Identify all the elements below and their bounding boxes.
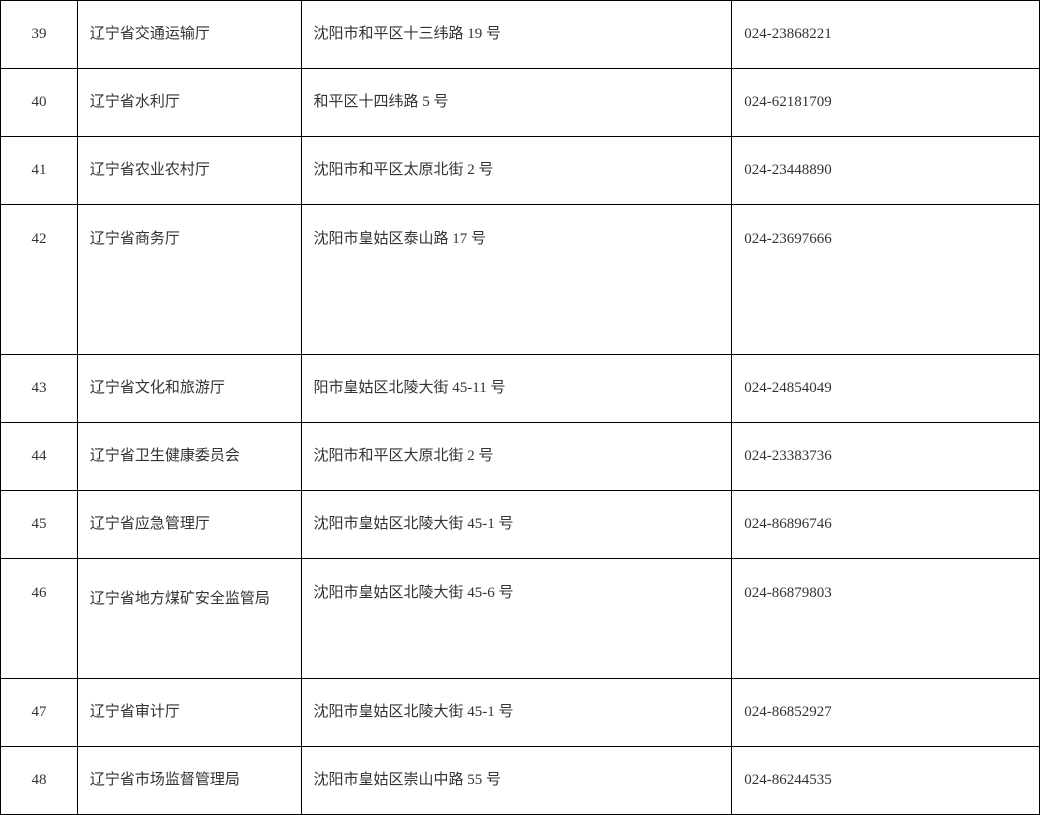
table-row: 46辽宁省地方煤矿安全监管局沈阳市皇姑区北陵大街 45-6 号024-86879… — [1, 559, 1040, 679]
table-row: 39辽宁省交通运输厅沈阳市和平区十三纬路 19 号024-23868221 — [1, 1, 1040, 69]
department-name: 辽宁省文化和旅游厅 — [77, 355, 301, 423]
department-name: 辽宁省农业农村厅 — [77, 137, 301, 205]
table-row: 40辽宁省水利厅和平区十四纬路 5 号024-62181709 — [1, 69, 1040, 137]
phone-number: 024-62181709 — [732, 69, 1040, 137]
address: 沈阳市皇姑区北陵大街 45-1 号 — [301, 679, 732, 747]
address: 沈阳市皇姑区北陵大街 45-1 号 — [301, 491, 732, 559]
address: 沈阳市和平区大原北街 2 号 — [301, 423, 732, 491]
table-row: 48辽宁省市场监督管理局沈阳市皇姑区崇山中路 55 号024-86244535 — [1, 747, 1040, 815]
row-number: 45 — [1, 491, 78, 559]
table-row: 44辽宁省卫生健康委员会沈阳市和平区大原北街 2 号024-23383736 — [1, 423, 1040, 491]
department-name: 辽宁省商务厅 — [77, 205, 301, 355]
department-name: 辽宁省审计厅 — [77, 679, 301, 747]
department-name: 辽宁省市场监督管理局 — [77, 747, 301, 815]
row-number: 47 — [1, 679, 78, 747]
address: 沈阳市皇姑区北陵大街 45-6 号 — [301, 559, 732, 679]
table-body: 39辽宁省交通运输厅沈阳市和平区十三纬路 19 号024-2386822140辽… — [1, 1, 1040, 815]
phone-number: 024-86244535 — [732, 747, 1040, 815]
table-row: 45辽宁省应急管理厅沈阳市皇姑区北陵大街 45-1 号024-86896746 — [1, 491, 1040, 559]
address: 和平区十四纬路 5 号 — [301, 69, 732, 137]
row-number: 46 — [1, 559, 78, 679]
row-number: 48 — [1, 747, 78, 815]
table-row: 42辽宁省商务厅沈阳市皇姑区泰山路 17 号024-23697666 — [1, 205, 1040, 355]
table-row: 47辽宁省审计厅沈阳市皇姑区北陵大街 45-1 号024-86852927 — [1, 679, 1040, 747]
department-table-container: 39辽宁省交通运输厅沈阳市和平区十三纬路 19 号024-2386822140辽… — [0, 0, 1040, 815]
department-table: 39辽宁省交通运输厅沈阳市和平区十三纬路 19 号024-2386822140辽… — [0, 0, 1040, 815]
department-name: 辽宁省交通运输厅 — [77, 1, 301, 69]
phone-number: 024-86879803 — [732, 559, 1040, 679]
phone-number: 024-23697666 — [732, 205, 1040, 355]
department-name: 辽宁省卫生健康委员会 — [77, 423, 301, 491]
row-number: 43 — [1, 355, 78, 423]
phone-number: 024-23868221 — [732, 1, 1040, 69]
phone-number: 024-24854049 — [732, 355, 1040, 423]
table-row: 43辽宁省文化和旅游厅阳市皇姑区北陵大街 45-11 号024-24854049 — [1, 355, 1040, 423]
department-name: 辽宁省地方煤矿安全监管局 — [77, 559, 301, 679]
department-name: 辽宁省应急管理厅 — [77, 491, 301, 559]
address: 阳市皇姑区北陵大街 45-11 号 — [301, 355, 732, 423]
phone-number: 024-23383736 — [732, 423, 1040, 491]
address: 沈阳市和平区太原北街 2 号 — [301, 137, 732, 205]
address: 沈阳市皇姑区泰山路 17 号 — [301, 205, 732, 355]
address: 沈阳市和平区十三纬路 19 号 — [301, 1, 732, 69]
phone-number: 024-86852927 — [732, 679, 1040, 747]
phone-number: 024-86896746 — [732, 491, 1040, 559]
row-number: 41 — [1, 137, 78, 205]
row-number: 42 — [1, 205, 78, 355]
row-number: 44 — [1, 423, 78, 491]
address: 沈阳市皇姑区崇山中路 55 号 — [301, 747, 732, 815]
department-name: 辽宁省水利厅 — [77, 69, 301, 137]
table-row: 41辽宁省农业农村厅沈阳市和平区太原北街 2 号024-23448890 — [1, 137, 1040, 205]
row-number: 40 — [1, 69, 78, 137]
phone-number: 024-23448890 — [732, 137, 1040, 205]
row-number: 39 — [1, 1, 78, 69]
